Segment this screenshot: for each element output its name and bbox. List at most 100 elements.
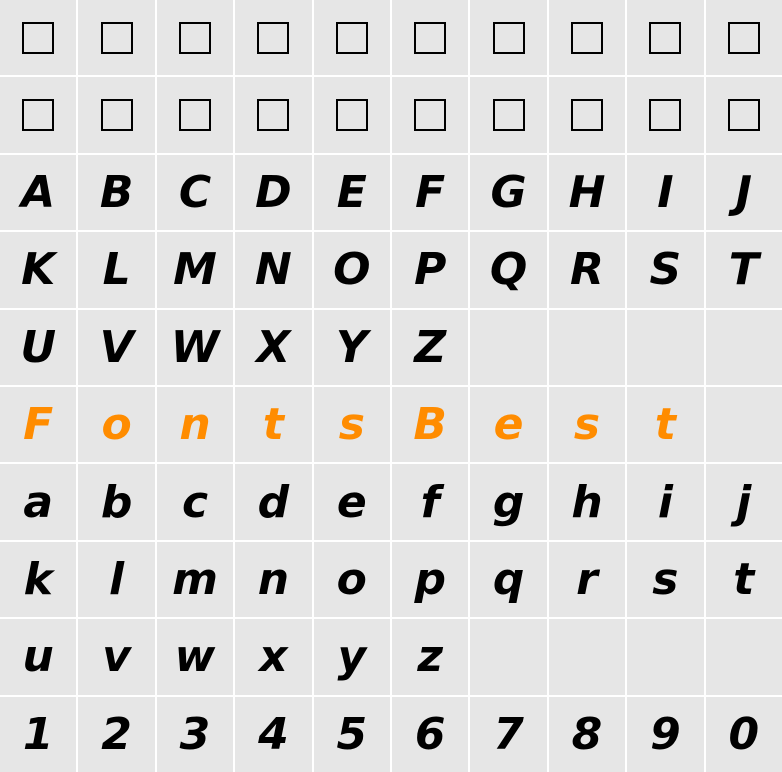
glyph-char: v [102, 631, 131, 682]
glyph-cell: F [0, 387, 76, 462]
glyph-char: C [179, 167, 211, 218]
glyph-cell [235, 77, 311, 152]
character-grid: ABCDEFGHIJKLMNOPQRSTUVWXYZFontsBestabcde… [0, 0, 782, 772]
glyph-char: Y [336, 322, 368, 373]
missing-glyph-icon [101, 22, 133, 54]
glyph-cell: n [235, 542, 311, 617]
glyph-cell [235, 0, 311, 75]
glyph-cell: U [0, 310, 76, 385]
glyph-char: l [109, 554, 124, 605]
glyph-cell: Q [470, 232, 546, 307]
glyph-cell: k [0, 542, 76, 617]
glyph-cell [627, 77, 703, 152]
missing-glyph-icon [571, 99, 603, 131]
glyph-char: 4 [258, 709, 289, 760]
glyph-char: j [736, 477, 751, 528]
glyph-char: 1 [23, 709, 54, 760]
glyph-char: i [658, 477, 673, 528]
glyph-char: K [21, 244, 55, 295]
glyph-char: o [101, 399, 131, 450]
glyph-char: M [173, 244, 217, 295]
glyph-cell: 8 [549, 697, 625, 772]
missing-glyph-icon [493, 99, 525, 131]
glyph-char: 8 [572, 709, 603, 760]
glyph-cell: o [78, 387, 154, 462]
glyph-char: F [23, 399, 53, 450]
glyph-char: P [414, 244, 446, 295]
glyph-char: 7 [493, 709, 524, 760]
glyph-char: L [103, 244, 131, 295]
glyph-cell: 2 [78, 697, 154, 772]
glyph-char: A [21, 167, 55, 218]
glyph-char: O [333, 244, 370, 295]
glyph-cell [470, 310, 546, 385]
glyph-cell [706, 387, 782, 462]
glyph-char: y [337, 631, 366, 682]
glyph-cell: H [549, 155, 625, 230]
glyph-char: g [493, 477, 525, 528]
glyph-cell: t [706, 542, 782, 617]
glyph-cell: F [392, 155, 468, 230]
glyph-cell: y [314, 619, 390, 694]
missing-glyph-icon [336, 22, 368, 54]
glyph-cell: M [157, 232, 233, 307]
glyph-cell: p [392, 542, 468, 617]
glyph-cell [549, 310, 625, 385]
glyph-cell: 3 [157, 697, 233, 772]
glyph-cell: B [78, 155, 154, 230]
glyph-cell: b [78, 464, 154, 539]
glyph-cell: X [235, 310, 311, 385]
glyph-cell [706, 0, 782, 75]
glyph-char: d [258, 477, 290, 528]
missing-glyph-icon [649, 22, 681, 54]
glyph-char: z [417, 631, 443, 682]
glyph-cell [549, 77, 625, 152]
glyph-char: 9 [650, 709, 681, 760]
glyph-cell: m [157, 542, 233, 617]
missing-glyph-icon [414, 99, 446, 131]
missing-glyph-icon [22, 22, 54, 54]
glyph-cell: l [78, 542, 154, 617]
missing-glyph-icon [649, 99, 681, 131]
glyph-cell: g [470, 464, 546, 539]
glyph-char: B [100, 167, 134, 218]
glyph-cell: S [627, 232, 703, 307]
glyph-cell: v [78, 619, 154, 694]
glyph-cell: I [627, 155, 703, 230]
glyph-char: q [493, 554, 525, 605]
glyph-cell: r [549, 542, 625, 617]
glyph-cell: w [157, 619, 233, 694]
glyph-char: J [736, 167, 752, 218]
missing-glyph-icon [728, 22, 760, 54]
glyph-cell: z [392, 619, 468, 694]
glyph-cell: i [627, 464, 703, 539]
glyph-char: Q [490, 244, 527, 295]
glyph-cell: 1 [0, 697, 76, 772]
glyph-cell [392, 0, 468, 75]
glyph-cell: W [157, 310, 233, 385]
glyph-cell [627, 619, 703, 694]
glyph-char: 3 [180, 709, 211, 760]
glyph-char: 5 [336, 709, 367, 760]
glyph-char: N [255, 244, 292, 295]
glyph-cell: f [392, 464, 468, 539]
glyph-cell: u [0, 619, 76, 694]
glyph-char: t [733, 554, 754, 605]
glyph-cell: e [470, 387, 546, 462]
glyph-cell: O [314, 232, 390, 307]
glyph-cell: B [392, 387, 468, 462]
glyph-char: x [259, 631, 287, 682]
glyph-cell: V [78, 310, 154, 385]
glyph-cell: A [0, 155, 76, 230]
glyph-cell [706, 310, 782, 385]
glyph-char: m [172, 554, 218, 605]
glyph-char: w [175, 631, 216, 682]
missing-glyph-icon [179, 99, 211, 131]
missing-glyph-icon [22, 99, 54, 131]
glyph-char: E [337, 167, 367, 218]
glyph-cell [627, 0, 703, 75]
glyph-cell: G [470, 155, 546, 230]
glyph-cell: q [470, 542, 546, 617]
glyph-char: I [657, 167, 673, 218]
glyph-cell [157, 0, 233, 75]
